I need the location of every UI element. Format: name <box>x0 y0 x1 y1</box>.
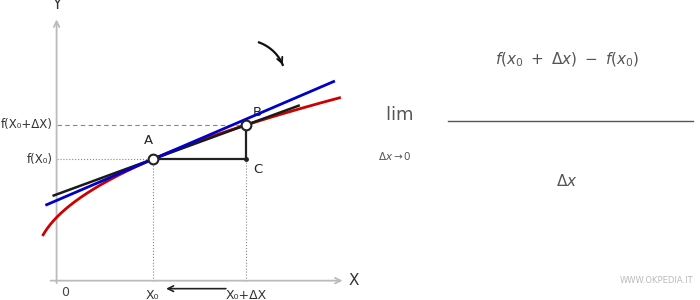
Text: Y: Y <box>52 0 61 12</box>
Text: X: X <box>349 273 358 288</box>
Text: $\mathrm{lim}$: $\mathrm{lim}$ <box>385 106 413 124</box>
Text: WWW.OKPEDIA.IT: WWW.OKPEDIA.IT <box>620 276 693 285</box>
Text: B: B <box>253 106 262 118</box>
Text: $\Delta x$: $\Delta x$ <box>556 173 577 189</box>
Text: f(X₀+ΔX): f(X₀+ΔX) <box>1 118 52 131</box>
Text: X₀+ΔX: X₀+ΔX <box>225 289 267 300</box>
Text: 0: 0 <box>62 286 69 299</box>
Text: C: C <box>253 164 262 176</box>
Text: X₀: X₀ <box>146 289 160 300</box>
Text: f(X₀): f(X₀) <box>27 153 52 166</box>
Text: $f(x_0\ +\ \Delta x)\ -\ f(x_0)$: $f(x_0\ +\ \Delta x)\ -\ f(x_0)$ <box>495 51 639 69</box>
Text: A: A <box>144 134 153 147</box>
Text: $\Delta x{\rightarrow}0$: $\Delta x{\rightarrow}0$ <box>378 150 412 162</box>
